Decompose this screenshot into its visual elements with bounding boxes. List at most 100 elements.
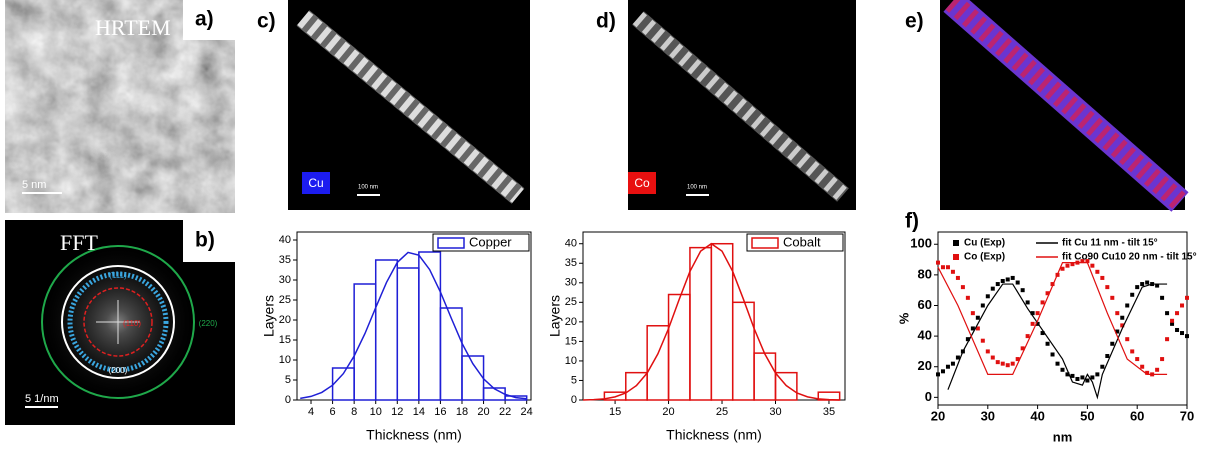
- y-tick-label: 15: [565, 335, 577, 347]
- ring-label: (200): [109, 366, 128, 375]
- data-point: [1015, 280, 1020, 285]
- bar: [353, 283, 377, 401]
- data-point: [1180, 303, 1185, 308]
- y-tick-label: 25: [565, 296, 577, 308]
- ring: [41, 245, 195, 399]
- y-tick-label: 0: [571, 394, 577, 406]
- data-point: [975, 326, 980, 331]
- y-tick-label: 20: [279, 314, 291, 326]
- data-point: [1000, 278, 1005, 283]
- y-tick-label: 40: [918, 328, 932, 343]
- data-point: [1055, 361, 1060, 366]
- data-point: [1060, 266, 1065, 271]
- x-tick-label: 18: [456, 406, 468, 418]
- data-point: [1080, 375, 1085, 380]
- data-point: [980, 338, 985, 343]
- ring-label: (110): [123, 319, 141, 328]
- data-point: [1185, 334, 1189, 339]
- y-tick-label: 20: [565, 316, 577, 328]
- bar: [667, 293, 691, 401]
- data-point: [1130, 349, 1135, 354]
- legend-swatch: [953, 240, 959, 246]
- data-point: [1005, 277, 1010, 282]
- nanowire-stripes: [632, 11, 849, 202]
- data-point: [1135, 285, 1140, 290]
- data-point: [1145, 280, 1150, 285]
- y-tick-label: 20: [918, 358, 932, 373]
- bar: [482, 387, 506, 401]
- data-point: [950, 269, 955, 274]
- legend-swatch: [437, 237, 465, 249]
- data-point: [1025, 300, 1030, 305]
- data-point: [1105, 285, 1110, 290]
- data-point: [955, 275, 960, 280]
- data-point: [1100, 364, 1105, 369]
- x-tick-label: 22: [499, 406, 511, 418]
- data-point: [1050, 352, 1055, 357]
- x-tick-label: 30: [769, 406, 781, 418]
- data-point: [965, 295, 970, 300]
- scale-label: 5 nm: [22, 179, 46, 191]
- data-point: [1140, 364, 1145, 369]
- data-point: [1040, 331, 1045, 336]
- x-tick-label: 20: [477, 406, 489, 418]
- legend-label: Cu (Exp): [964, 238, 1005, 249]
- data-point: [975, 315, 980, 320]
- element-label: Cu: [308, 176, 323, 190]
- data-point: [1075, 376, 1080, 381]
- y-tick-label: 15: [279, 334, 291, 346]
- fit-line: [937, 262, 1168, 375]
- data-point: [1125, 337, 1130, 342]
- data-point: [1160, 357, 1165, 362]
- legend-label: fit Cu 11 nm - tilt 15°: [1062, 238, 1158, 249]
- y-tick-label: 5: [285, 374, 291, 386]
- y-tick-label: 30: [279, 274, 291, 286]
- y-tick-label: 10: [565, 355, 577, 367]
- scale-label: 100 nm: [358, 185, 378, 191]
- data-point: [980, 303, 985, 308]
- data-point: [1025, 334, 1030, 339]
- data-point: [1035, 311, 1040, 316]
- image-title: FFT: [60, 230, 98, 255]
- x-tick-label: 60: [1130, 408, 1144, 423]
- x-tick-label: 25: [716, 406, 728, 418]
- x-axis-label: nm: [1053, 429, 1073, 444]
- bar: [731, 301, 755, 401]
- data-point: [945, 265, 950, 270]
- data-point: [1050, 282, 1055, 287]
- y-tick-label: 40: [279, 234, 291, 246]
- x-axis-label: Thickness (nm): [666, 427, 762, 443]
- plot-frame: [582, 231, 846, 401]
- data-point: [1100, 275, 1105, 280]
- data-point: [1005, 363, 1010, 368]
- x-tick-label: 4: [308, 406, 314, 418]
- element-badge: [302, 172, 330, 194]
- data-point: [1165, 311, 1170, 316]
- x-tick-label: 10: [370, 406, 382, 418]
- legend-label: Copper: [469, 234, 512, 249]
- data-point: [1180, 331, 1185, 336]
- x-tick-label: 14: [413, 406, 425, 418]
- data-point: [970, 311, 975, 316]
- y-tick-label: 25: [279, 294, 291, 306]
- data-point: [1065, 372, 1070, 377]
- data-point: [1170, 318, 1175, 323]
- data-point: [936, 372, 940, 377]
- scale-label: 5 1/nm: [25, 393, 59, 405]
- data-point: [1120, 315, 1125, 320]
- data-point: [1110, 341, 1115, 346]
- x-tick-label: 40: [1030, 408, 1044, 423]
- data-point: [940, 265, 945, 270]
- data-point: [1125, 303, 1130, 308]
- data-point: [1175, 327, 1180, 332]
- data-point: [995, 282, 1000, 287]
- data-point: [940, 369, 945, 374]
- element-badge: [628, 172, 656, 194]
- data-point: [1060, 367, 1065, 372]
- data-point: [1020, 288, 1025, 293]
- bar: [753, 352, 777, 401]
- legend-swatch: [953, 254, 959, 260]
- bar: [689, 246, 713, 401]
- legend-label: fit Co90 Cu10 20 nm - tilt 15°: [1062, 252, 1197, 263]
